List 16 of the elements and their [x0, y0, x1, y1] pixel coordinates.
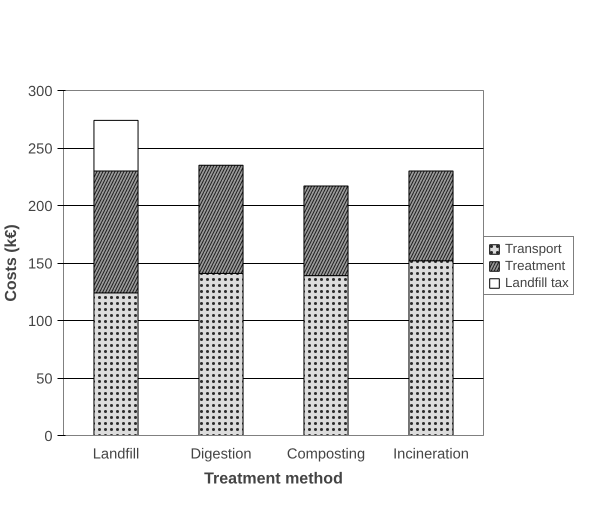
y-tick-label: 150	[28, 256, 53, 272]
x-tick-label: Incineration	[393, 446, 469, 462]
y-tick-label: 50	[36, 372, 53, 388]
legend-label: Treatment	[505, 258, 566, 273]
y-axis-title: Costs (k€)	[3, 224, 20, 302]
y-tick-label: 250	[28, 142, 53, 158]
y-tick-label: 100	[28, 314, 53, 330]
x-tick-label: Digestion	[190, 446, 252, 462]
legend-label: Landfill tax	[505, 275, 569, 290]
y-tick-label: 200	[28, 199, 53, 215]
legend-label: Transport	[505, 241, 562, 256]
x-axis-title: Treatment method	[204, 470, 343, 488]
y-tick-label: 0	[44, 429, 53, 445]
x-tick-label: Composting	[286, 446, 366, 462]
x-tick-label: Landfill	[92, 446, 140, 462]
y-tick-label: 300	[28, 84, 53, 100]
